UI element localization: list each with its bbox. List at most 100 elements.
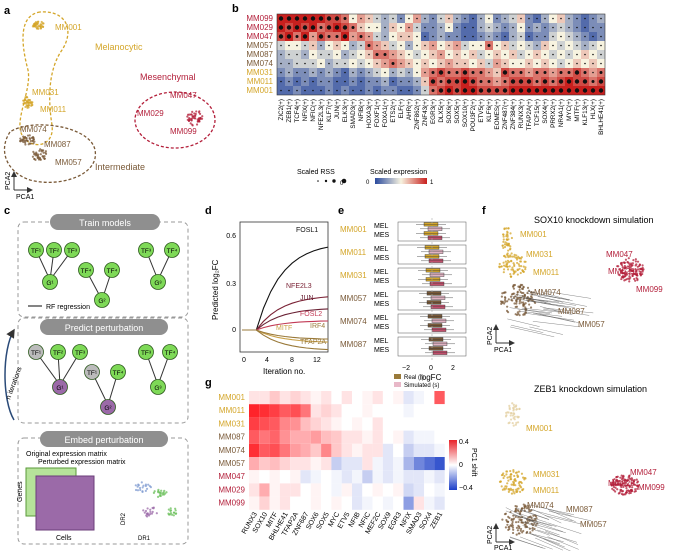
b-rss-dot [336, 80, 338, 83]
b-rss-dot [592, 44, 594, 47]
g-cell [249, 391, 260, 405]
b-rss-dot [424, 89, 426, 92]
b-rss-dot [400, 62, 402, 65]
b-rss-dot [520, 44, 522, 47]
e-mes-label: MES [374, 278, 390, 285]
iteration-label: n iterations [5, 366, 23, 401]
panel-label-f: f [482, 205, 486, 217]
b-rss-dot [448, 35, 450, 38]
b-rss-dot [454, 88, 460, 93]
cell-dot [514, 313, 517, 316]
b-rss-dot [558, 88, 564, 93]
g-cell [424, 457, 435, 471]
cell-dot [201, 115, 204, 118]
cell-dot [625, 487, 628, 490]
b-rss-dot [584, 26, 586, 29]
g-cell [372, 483, 383, 497]
network-node-label: TF⁴ [81, 268, 92, 275]
g-cell [331, 391, 342, 405]
g-cell [362, 430, 373, 444]
network-node [78, 262, 94, 278]
cell-dot [635, 276, 638, 280]
panel-b-heatmap [276, 13, 606, 96]
cell-dot [515, 533, 518, 536]
b-col-label: ZNF487(+) [502, 99, 509, 130]
b-rss-dot [416, 62, 418, 65]
cell-dot [503, 513, 507, 516]
cell-dot [35, 24, 38, 27]
cell-dot [507, 249, 510, 252]
b-rss-dot [416, 80, 418, 83]
g-row-label: MM001 [218, 393, 245, 402]
embed-dot [144, 483, 147, 486]
panel-label-d: d [205, 205, 212, 217]
cell-dot [40, 23, 43, 26]
f-arrow [519, 536, 553, 550]
b-rss-dot [456, 17, 458, 20]
b-rss-dot [446, 79, 452, 84]
g-cell [413, 391, 425, 405]
cell-dot [507, 479, 510, 482]
cell-dot [526, 286, 530, 289]
cell-dot [631, 270, 635, 273]
embed-dot [153, 490, 156, 493]
cell-dot [25, 99, 29, 102]
b-rss-dot [519, 71, 523, 74]
cell-dot [511, 268, 515, 271]
b-rss-dot [432, 17, 434, 20]
cell-dot [501, 518, 504, 521]
cell-dot [512, 488, 515, 491]
b-rss-dot [592, 35, 594, 38]
cell-dot [523, 293, 526, 296]
cell-dot [518, 302, 521, 305]
g-cell [424, 483, 435, 497]
legend-expr-0: 0 [366, 180, 370, 186]
b-rss-dot [598, 88, 604, 93]
cell-dot [519, 283, 522, 286]
cell-dot [612, 478, 615, 481]
b-rss-dot [424, 71, 426, 74]
f-arrow [528, 291, 569, 301]
b-rss-dot [294, 16, 300, 21]
b-row-label: MM047 [246, 32, 273, 41]
cell-dot [614, 490, 617, 493]
f-arrow [520, 311, 563, 317]
b-rss-dot [304, 89, 306, 92]
f-arrow [529, 326, 563, 335]
cell-dot [517, 263, 520, 266]
e-mes-label: MES [374, 324, 390, 331]
b-rss-dot [352, 71, 354, 74]
f-arrow [539, 306, 573, 315]
b-rss-dot [438, 88, 444, 93]
g-cell [321, 496, 332, 510]
cell-dot [28, 101, 31, 104]
cell-dot [520, 287, 524, 290]
cell-dot [514, 509, 517, 513]
b-rss-dot [288, 53, 290, 56]
cell-dot [613, 481, 616, 484]
b-rss-dot [440, 44, 442, 47]
cell-dot [513, 415, 516, 418]
cell-dot [508, 516, 511, 520]
network-node-label: TF⁴ [165, 350, 176, 357]
g-cell [382, 470, 394, 484]
g-cell [352, 404, 363, 418]
network-node [162, 344, 178, 360]
embed-dot [149, 508, 152, 511]
network-node-label: G³ [154, 280, 162, 287]
cell-dot [43, 155, 46, 158]
b-rss-dot [574, 70, 580, 75]
predict-header [40, 319, 168, 335]
cell-dot [636, 487, 639, 490]
g-cell [362, 483, 373, 497]
b-rss-dot [368, 80, 370, 83]
g-cell [310, 483, 322, 497]
g-cell [424, 404, 435, 418]
b-rss-dot [384, 35, 386, 38]
g-cell [290, 430, 301, 444]
b-rss-dot [416, 71, 418, 74]
cell-dot [523, 507, 526, 510]
b-rss-dot [352, 89, 354, 92]
cell-dot [507, 227, 510, 230]
panel-c-networks: TF¹ TF² TF³ G¹ TF⁴ TF⁴ G² TF³ TF⁴ G³ TF¹ TF² TF³ G¹ TF… [28, 242, 180, 415]
